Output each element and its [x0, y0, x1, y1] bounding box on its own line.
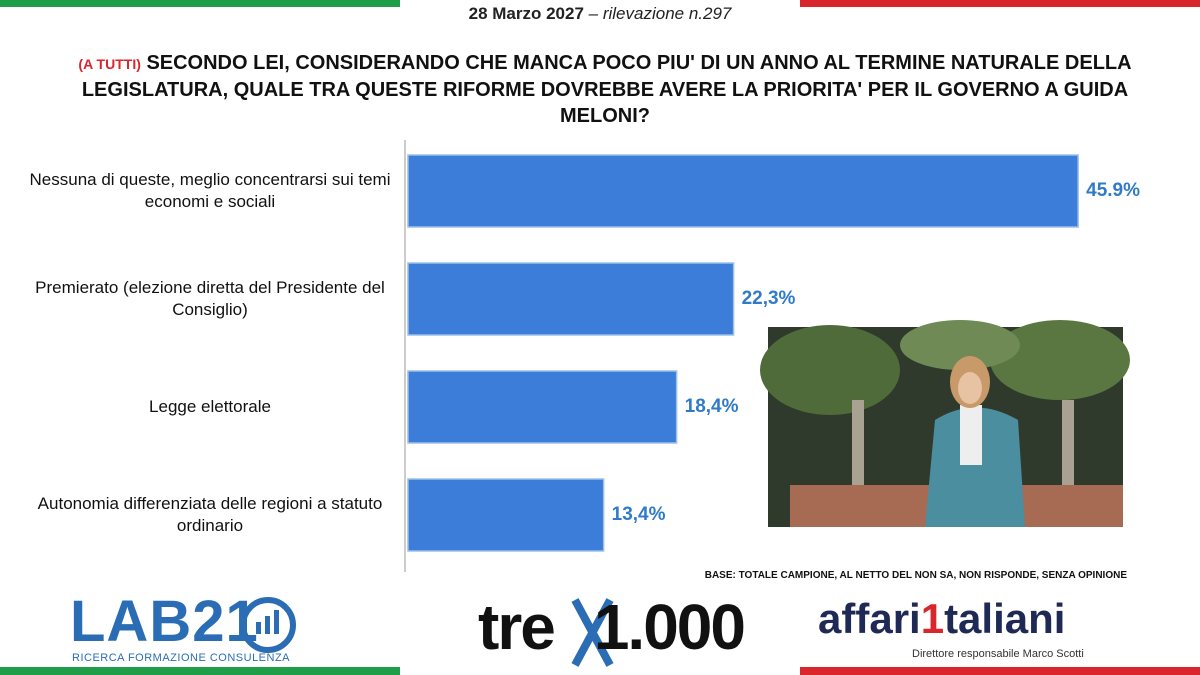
flag-red	[800, 0, 1200, 7]
tre-number: 1.000	[593, 591, 746, 663]
affari-one: 1	[920, 595, 945, 642]
bar	[407, 370, 678, 444]
director: Direttore responsabile Marco Scotti	[912, 648, 1084, 660]
value-label: 22,3%	[741, 288, 796, 309]
category-label: Legge elettorale	[149, 397, 271, 416]
flag-green	[0, 0, 400, 7]
affari-right: taliani	[944, 595, 1066, 642]
title-tag: (A TUTTI)	[78, 56, 141, 72]
header: 28 Marzo 2027 – rilevazione n.297	[0, 4, 1200, 24]
bar	[407, 154, 1079, 228]
flag-red	[800, 667, 1200, 675]
lab-logo: LAB21	[70, 589, 259, 654]
chart-title-box: (A TUTTI) SECONDO LEI, CONSIDERANDO CHE …	[70, 50, 1140, 129]
value-label: 18,4%	[684, 396, 739, 417]
value-label: 45.9%	[1086, 180, 1140, 201]
header-date: 28 Marzo 2027	[468, 4, 584, 23]
affari-left: affari	[818, 595, 921, 642]
note: BASE: TOTALE CAMPIONE, AL NETTO DEL NON …	[704, 570, 1127, 581]
value-label: 13,4%	[611, 504, 666, 525]
bar	[407, 262, 735, 336]
affari-logo: affari1taliani	[818, 595, 1065, 643]
tre-word: tre	[478, 591, 556, 663]
bar	[407, 478, 605, 552]
lab-tagline: RICERCA FORMAZIONE CONSULENZA	[72, 652, 291, 664]
chart-title: SECONDO LEI, CONSIDERANDO CHE MANCA POCO…	[81, 52, 1132, 127]
category-label: Premierato (elezione diretta del Preside…	[35, 278, 385, 319]
category-label: Autonomia differenziata delle regioni a …	[37, 494, 383, 535]
flag-green	[0, 667, 400, 675]
header-survey: – rilevazione n.297	[588, 4, 732, 23]
photo	[760, 320, 1130, 527]
category-label: Nessuna di queste, meglio concentrarsi s…	[29, 170, 391, 211]
tre-logo: tre 1.000	[478, 590, 746, 664]
